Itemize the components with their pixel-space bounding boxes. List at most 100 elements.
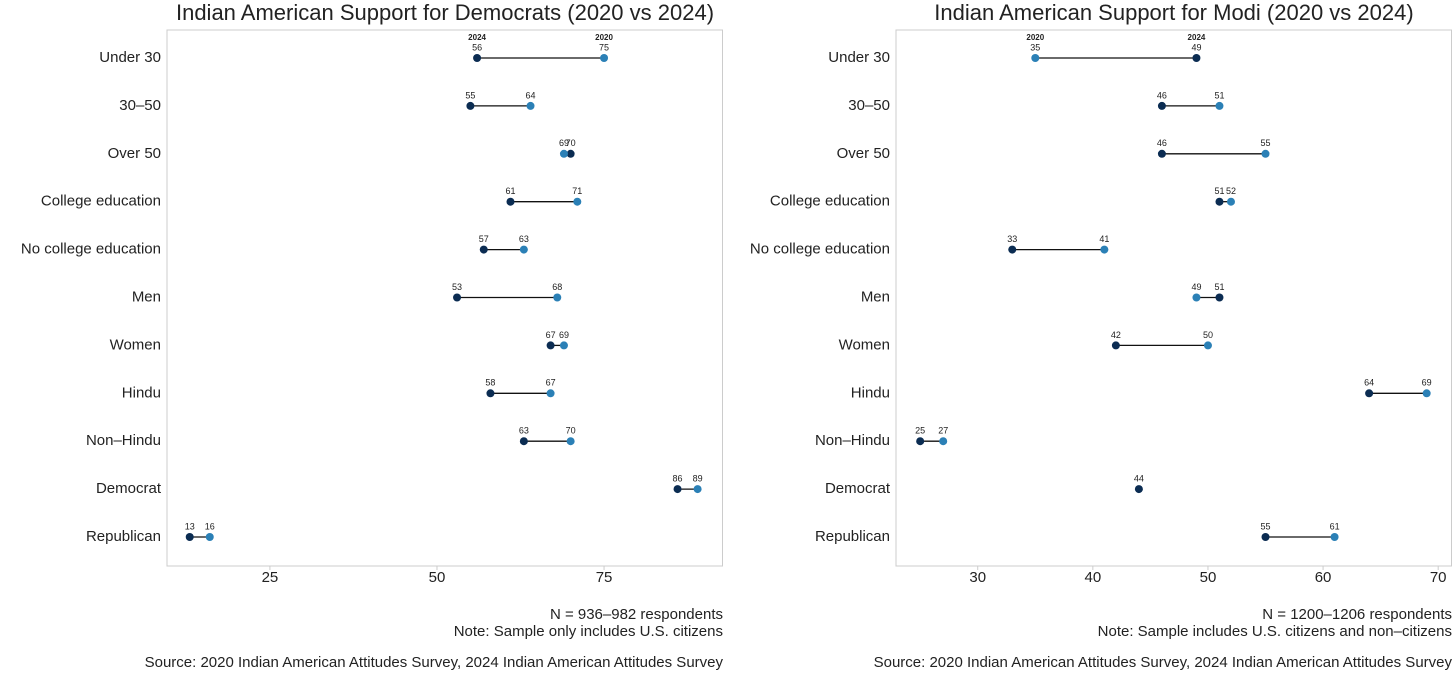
source: Source: 2020 Indian American Attitudes S…	[874, 654, 1453, 671]
x-tick-label: 40	[1085, 569, 1102, 586]
y-tick-label: Republican	[815, 528, 890, 545]
data-label: 75	[599, 42, 609, 52]
dot	[1008, 245, 1017, 254]
data-label: 51	[1214, 90, 1224, 100]
chart-title: Indian American Support for Modi (2020 v…	[934, 0, 1413, 25]
dot	[1134, 485, 1143, 494]
dot	[453, 293, 462, 302]
data-label: 63	[519, 234, 529, 244]
dot	[546, 389, 555, 398]
x-tick-label: 75	[596, 569, 613, 586]
data-label: 25	[915, 426, 925, 436]
data-label: 55	[1261, 138, 1271, 148]
data-label: 55	[465, 90, 475, 100]
data-label: 64	[526, 90, 536, 100]
y-tick-label: Republican	[86, 528, 161, 545]
x-tick-label: 60	[1315, 569, 1332, 586]
y-tick-label: College education	[770, 193, 890, 210]
data-label: 49	[1191, 42, 1201, 52]
data-label: 68	[552, 282, 562, 292]
data-label: 86	[673, 473, 683, 483]
data-label: 42	[1111, 330, 1121, 340]
data-label: 13	[185, 521, 195, 531]
data-label: 46	[1157, 138, 1167, 148]
dot	[1157, 149, 1166, 158]
data-label: 70	[566, 426, 576, 436]
y-tick-label: 30–50	[848, 97, 890, 114]
data-label: 33	[1007, 234, 1017, 244]
dot	[1215, 101, 1224, 110]
dot	[600, 54, 609, 62]
source: Source: 2020 Indian American Attitudes S…	[145, 654, 724, 671]
dot	[1031, 54, 1040, 62]
x-tick-label: 30	[969, 569, 986, 586]
y-tick-label: Hindu	[851, 384, 890, 401]
dot	[939, 437, 948, 446]
dot	[205, 533, 214, 541]
dot	[559, 149, 568, 158]
y-tick-label: Democrat	[825, 480, 891, 497]
dot	[1330, 533, 1339, 541]
data-label: 57	[479, 234, 489, 244]
dot	[1261, 149, 1270, 158]
y-tick-label: Women	[110, 336, 161, 353]
dot	[1203, 341, 1212, 350]
y-tick-label: Under 30	[828, 49, 890, 66]
x-tick-label: 25	[262, 569, 279, 586]
dot	[566, 149, 575, 158]
y-tick-label: Democrat	[96, 480, 162, 497]
dot	[693, 485, 702, 494]
note: Note: Sample includes U.S. citizens and …	[1098, 623, 1452, 640]
data-label: 67	[546, 330, 556, 340]
data-label: 89	[693, 473, 703, 483]
data-label: 55	[1261, 521, 1271, 531]
y-tick-label: Non–Hindu	[815, 432, 890, 449]
dot	[1215, 197, 1224, 206]
dot	[1215, 293, 1224, 302]
dot	[916, 437, 925, 446]
plot-frame	[166, 29, 723, 567]
dot	[553, 293, 562, 302]
data-label: 16	[205, 521, 215, 531]
legend-label: 2024	[468, 33, 486, 42]
dot	[1192, 54, 1201, 62]
y-tick-label: Over 50	[108, 145, 161, 162]
dot	[526, 101, 535, 110]
data-label: 44	[1134, 473, 1144, 483]
data-label: 51	[1214, 186, 1224, 196]
dot	[566, 437, 575, 446]
dot	[1100, 245, 1109, 254]
y-tick-label: Non–Hindu	[86, 432, 161, 449]
dot	[1157, 101, 1166, 110]
y-tick-label: Men	[132, 288, 161, 305]
note: N = 1200–1206 respondents	[1262, 606, 1452, 623]
data-label: 70	[566, 138, 576, 148]
y-tick-label: Under 30	[99, 49, 161, 66]
data-label: 41	[1099, 234, 1109, 244]
dot	[1365, 389, 1374, 398]
dot	[559, 341, 568, 350]
plot-frame	[895, 29, 1452, 567]
data-label: 71	[572, 186, 582, 196]
legend-label: 2020	[1026, 33, 1044, 42]
dot	[519, 245, 528, 254]
x-tick-label: 50	[429, 569, 446, 586]
y-tick-label: Over 50	[837, 145, 890, 162]
data-label: 58	[485, 378, 495, 388]
data-label: 69	[559, 330, 569, 340]
dot	[573, 197, 582, 206]
dot	[1192, 293, 1201, 302]
data-label: 52	[1226, 186, 1236, 196]
y-tick-label: No college education	[21, 241, 161, 258]
dot	[1111, 341, 1120, 350]
x-tick-label: 70	[1430, 569, 1447, 586]
data-label: 51	[1214, 282, 1224, 292]
data-label: 61	[1330, 521, 1340, 531]
y-tick-label: 30–50	[119, 97, 161, 114]
data-label: 69	[1422, 378, 1432, 388]
y-tick-label: Hindu	[122, 384, 161, 401]
data-label: 35	[1030, 42, 1040, 52]
data-label: 69	[559, 138, 569, 148]
y-tick-label: No college education	[750, 241, 890, 258]
